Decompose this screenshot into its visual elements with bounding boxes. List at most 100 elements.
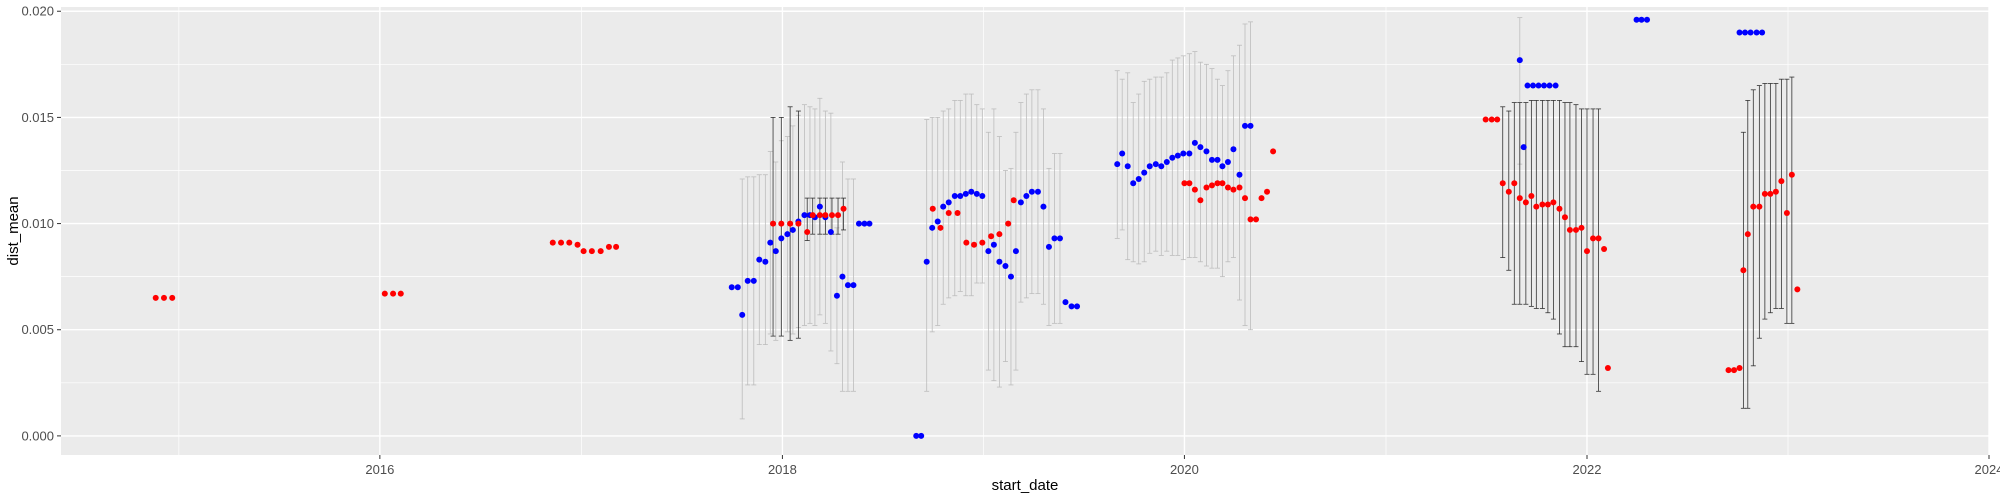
data-point-blue — [1191, 139, 1198, 146]
data-point-red — [804, 229, 811, 236]
data-point-blue — [728, 284, 735, 291]
x-tick-label: 2018 — [768, 462, 797, 477]
data-point-red — [580, 248, 587, 255]
data-point-blue — [1214, 156, 1221, 163]
data-point-red — [1566, 226, 1573, 233]
data-point-blue — [839, 273, 846, 280]
data-point-red — [169, 294, 176, 301]
data-point-red — [1258, 195, 1265, 202]
data-point-red — [381, 290, 388, 297]
data-point-red — [929, 205, 936, 212]
data-point-red — [1253, 216, 1260, 223]
data-point-blue — [833, 292, 840, 299]
data-point-blue — [1247, 122, 1254, 129]
data-point-red — [1214, 180, 1221, 187]
data-point-red — [1750, 203, 1757, 210]
data-point-red — [778, 220, 785, 227]
data-point-blue — [1152, 161, 1159, 168]
data-point-red — [1197, 197, 1204, 204]
data-point-blue — [1530, 82, 1537, 89]
data-point-red — [1516, 195, 1523, 202]
data-point-red — [828, 212, 835, 219]
data-point-blue — [1520, 144, 1527, 151]
data-point-blue — [996, 258, 1003, 265]
data-point-red — [996, 231, 1003, 238]
x-tick-label: 2022 — [1573, 462, 1602, 477]
data-point-blue — [1541, 82, 1548, 89]
data-points — [152, 16, 1801, 439]
data-point-red — [1230, 186, 1237, 193]
data-point-red — [945, 209, 952, 216]
data-point-blue — [1186, 150, 1193, 157]
data-point-red — [588, 248, 595, 255]
data-point-blue — [744, 277, 751, 284]
data-point-blue — [762, 258, 769, 265]
data-point-blue — [945, 199, 952, 206]
data-point-red — [1756, 203, 1763, 210]
data-point-red — [1590, 235, 1597, 242]
data-point-blue — [985, 248, 992, 255]
data-point-red — [1761, 190, 1768, 197]
data-point-blue — [913, 432, 920, 439]
x-tick-label: 2016 — [365, 462, 394, 477]
data-point-red — [1264, 188, 1271, 195]
data-point-blue — [1017, 199, 1024, 206]
data-point-red — [1556, 205, 1563, 212]
data-point-red — [1482, 116, 1489, 123]
data-point-red — [1505, 188, 1512, 195]
data-point-red — [963, 239, 970, 246]
data-point-blue — [1146, 163, 1153, 170]
data-point-blue — [1068, 303, 1075, 310]
data-point-blue — [767, 239, 774, 246]
data-point-red — [1010, 197, 1017, 204]
data-point-blue — [951, 192, 958, 199]
data-point-red — [1208, 182, 1215, 189]
data-point-blue — [1736, 29, 1743, 36]
data-point-red — [558, 239, 565, 246]
data-point-blue — [1124, 163, 1131, 170]
data-point-red — [1511, 180, 1518, 187]
data-point-red — [822, 212, 829, 219]
data-point-red — [549, 239, 556, 246]
data-point-red — [787, 220, 794, 227]
data-point-blue — [1644, 16, 1651, 23]
data-point-blue — [1742, 29, 1749, 36]
data-point-red — [1522, 199, 1529, 206]
data-point-red — [160, 294, 167, 301]
data-point-red — [1539, 201, 1546, 208]
data-point-red — [1219, 180, 1226, 187]
data-point-blue — [1535, 82, 1542, 89]
data-point-blue — [1034, 188, 1041, 195]
data-point-red — [1736, 364, 1743, 371]
data-point-red — [1731, 367, 1738, 374]
data-point-red — [1247, 216, 1254, 223]
data-point-blue — [801, 212, 808, 219]
data-point-blue — [816, 203, 823, 210]
data-point-blue — [1163, 158, 1170, 165]
data-point-red — [1725, 367, 1732, 374]
data-point-blue — [1169, 154, 1176, 161]
data-point-red — [937, 224, 944, 231]
data-point-red — [1572, 226, 1579, 233]
y-tick-label: 0.020 — [21, 4, 54, 19]
data-point-blue — [1759, 29, 1766, 36]
data-point-blue — [990, 241, 997, 248]
data-point-blue — [940, 203, 947, 210]
data-point-red — [1203, 184, 1210, 191]
data-point-blue — [778, 235, 785, 242]
data-point-blue — [855, 220, 862, 227]
data-point-red — [1242, 195, 1249, 202]
data-point-blue — [1208, 156, 1215, 163]
data-point-blue — [973, 190, 980, 197]
data-point-red — [1005, 220, 1012, 227]
data-point-red — [1740, 267, 1747, 274]
data-point-blue — [1180, 150, 1187, 157]
data-point-red — [1783, 209, 1790, 216]
data-point-red — [816, 212, 823, 219]
x-tick-label: 2020 — [1170, 462, 1199, 477]
data-point-blue — [979, 192, 986, 199]
data-point-blue — [772, 248, 779, 255]
data-point-red — [1794, 286, 1801, 293]
data-point-blue — [827, 229, 834, 236]
